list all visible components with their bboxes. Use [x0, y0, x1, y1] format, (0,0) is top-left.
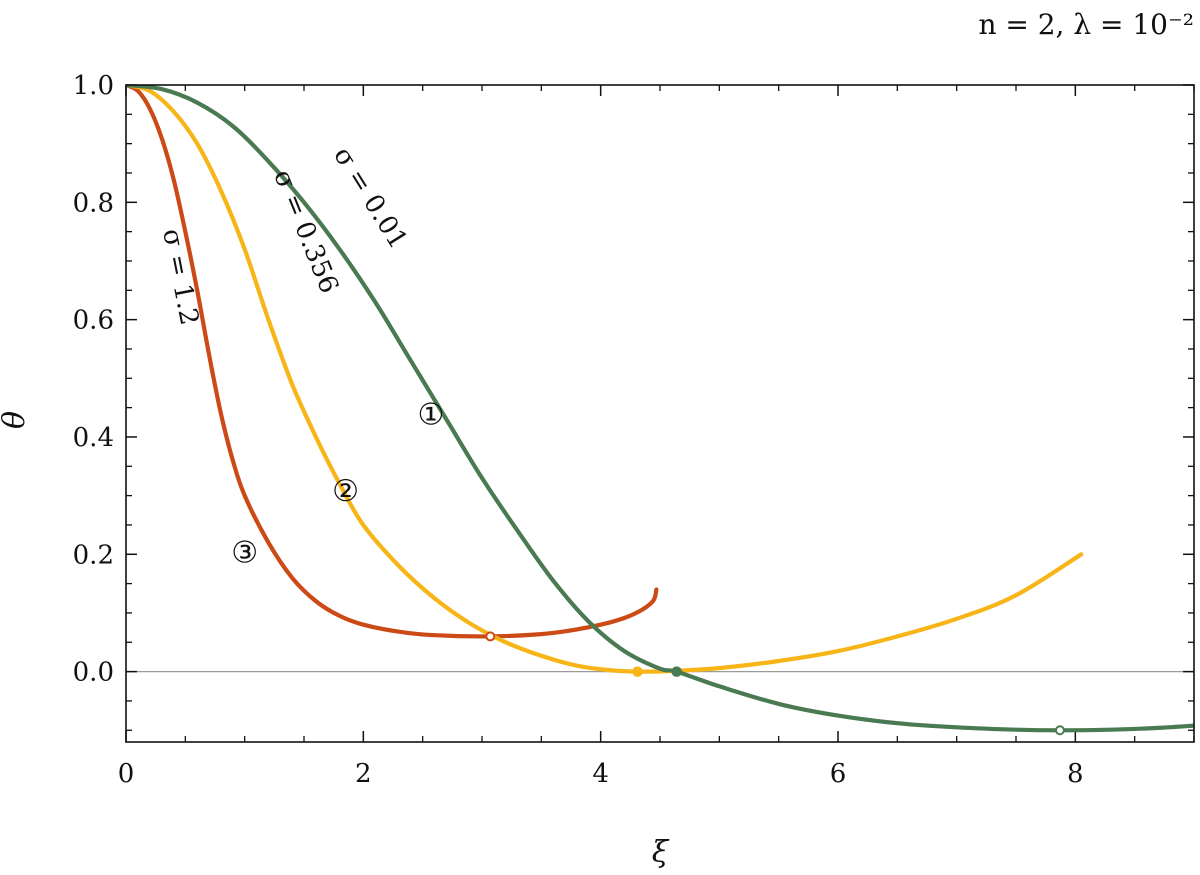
x-tick-label: 2	[355, 759, 372, 789]
series-name-label-1: σ = 0.01	[327, 142, 413, 255]
x-tick-label: 4	[592, 759, 609, 789]
series-line-1	[126, 85, 1194, 733]
y-tick-label: 0.6	[73, 306, 114, 336]
x-tick-label: 0	[118, 759, 135, 789]
series-1-filled-point	[671, 666, 682, 677]
y-tick-label: 0.2	[73, 540, 114, 570]
y-tick-label: 1.0	[73, 71, 114, 101]
series-3-open-point	[485, 631, 496, 642]
series-line-3	[126, 85, 659, 639]
x-tick-label: 6	[830, 759, 847, 789]
corner-annotation: n = 2, λ = 10⁻²	[978, 8, 1194, 41]
series-number-label-3: ③	[231, 535, 258, 570]
series-name-label-2: σ = 0.356	[267, 165, 344, 297]
series-number-label-1: ①	[418, 398, 445, 433]
y-tick-label: 0.8	[73, 188, 114, 218]
y-tick-label: 0.4	[73, 423, 114, 453]
series-name-label-3: σ = 1.2	[156, 226, 204, 327]
y-axis-label: θ	[0, 411, 32, 429]
series-line-2	[126, 85, 1084, 674]
x-axis-label: ξ	[652, 835, 670, 870]
series-number-label-2: ②	[332, 474, 359, 509]
y-tick-label: 0.0	[73, 658, 114, 688]
x-tick-label: 8	[1067, 759, 1084, 789]
series-2-filled-point	[632, 666, 643, 677]
plot-frame	[125, 84, 1195, 743]
series-1-open-point	[1054, 725, 1065, 736]
